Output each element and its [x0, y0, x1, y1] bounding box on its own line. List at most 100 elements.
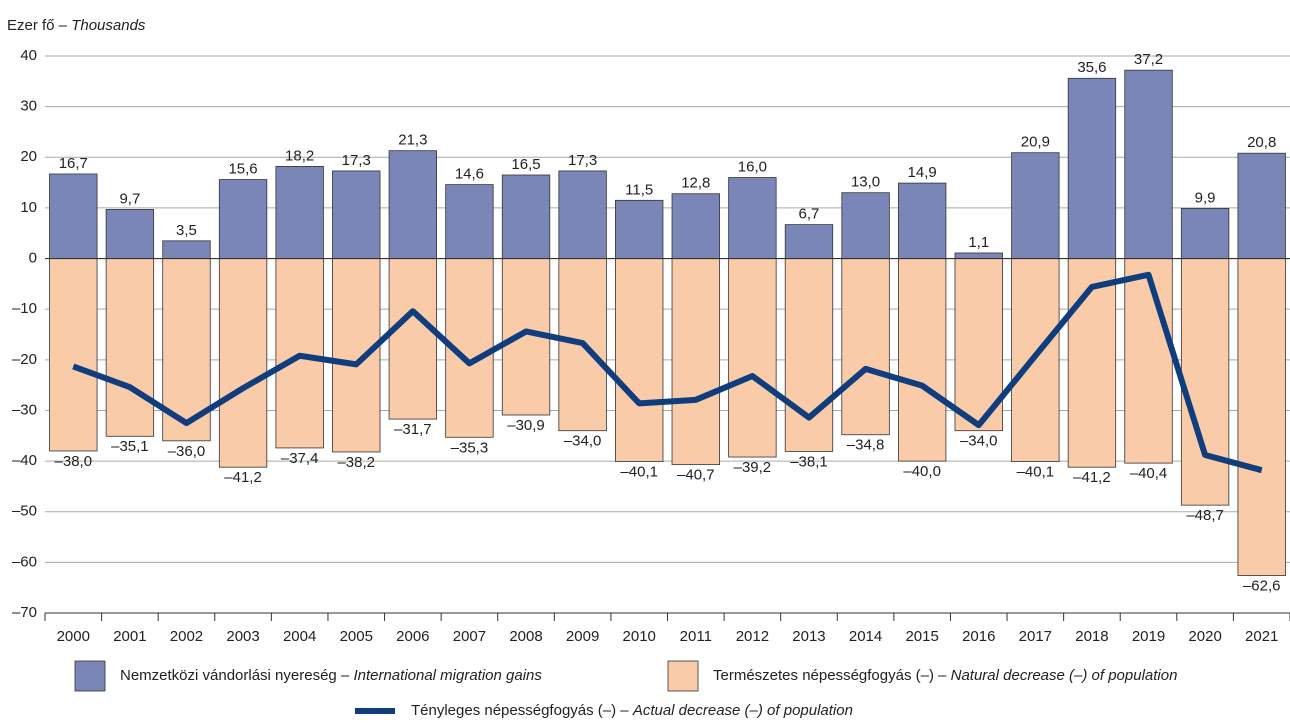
value-label: –40,1 [1017, 464, 1055, 481]
value-label: 1,1 [968, 234, 989, 251]
bar [1067, 77, 1117, 259]
y-axis-label-en: Thousands [71, 17, 146, 34]
value-label: 21,3 [398, 132, 427, 149]
y-tick-label: –40 [12, 452, 37, 469]
x-tick-label: 2018 [1075, 628, 1108, 645]
bar [1180, 208, 1230, 259]
value-label: –34,8 [847, 437, 885, 454]
value-label: –38,1 [790, 453, 828, 470]
value-label: –41,2 [224, 469, 262, 486]
bar [218, 258, 268, 468]
bar [501, 174, 551, 259]
bar [388, 150, 438, 259]
value-label: –40,7 [677, 467, 715, 484]
value-label: 17,3 [568, 152, 597, 169]
x-tick-label: 2000 [57, 628, 90, 645]
x-tick-label: 2002 [170, 628, 203, 645]
bar [728, 177, 777, 259]
value-label: 9,9 [1195, 189, 1216, 206]
bar [1237, 152, 1286, 259]
bar [49, 173, 98, 259]
x-tick-label: 2008 [509, 628, 542, 645]
bar [897, 182, 947, 259]
y-tick-label: –30 [12, 401, 37, 418]
bar [162, 240, 211, 259]
x-tick-label: 2011 [680, 628, 712, 645]
value-label: –38,0 [55, 453, 93, 470]
bar [275, 165, 324, 259]
bar [1067, 258, 1117, 468]
value-label: –31,7 [394, 421, 432, 438]
x-tick-label: 2012 [736, 628, 769, 645]
y-tick-label: 40 [20, 47, 37, 64]
value-label: –39,2 [734, 459, 772, 476]
line [72, 271, 1263, 474]
x-tick-label: 2007 [453, 628, 486, 645]
y-tick-label: 30 [20, 98, 37, 115]
y-tick-label: –20 [12, 351, 37, 368]
bar [558, 170, 607, 259]
value-label: 16,7 [59, 155, 88, 172]
value-label: –34,0 [564, 433, 602, 450]
y-axis-label-hu: Ezer fő – [7, 17, 68, 34]
value-label: 16,5 [511, 156, 540, 173]
bar [784, 224, 834, 259]
bar [1180, 258, 1230, 506]
legend-label: Nemzetközi vándorlási nyereség – Interna… [120, 667, 542, 684]
bar [445, 184, 494, 259]
value-label: –37,4 [281, 450, 319, 467]
bar [728, 258, 777, 458]
bar [1124, 258, 1173, 464]
value-label: –38,2 [337, 454, 375, 471]
bar [954, 252, 1003, 259]
y-tick-label: –10 [12, 300, 37, 317]
value-label: 35,6 [1077, 59, 1106, 76]
bar [841, 258, 890, 436]
y-tick-label: 10 [20, 199, 37, 216]
value-label: –62,6 [1243, 577, 1281, 594]
value-label: –36,0 [168, 443, 206, 460]
legend-swatch [74, 660, 106, 692]
value-label: 17,3 [342, 152, 371, 169]
value-label: –35,3 [451, 439, 489, 456]
x-tick-label: 2006 [396, 628, 429, 645]
value-label: 14,6 [455, 166, 484, 183]
value-label: –40,4 [1130, 465, 1168, 482]
bar [615, 258, 664, 462]
x-tick-label: 2010 [623, 628, 656, 645]
value-label: 12,8 [681, 175, 710, 192]
bar [671, 193, 720, 259]
bar [218, 179, 268, 259]
y-axis-label: Ezer fő – Thousands [7, 17, 146, 34]
legend-label-en: International migration gains [353, 667, 542, 684]
y-tick-label: 0 [29, 250, 37, 267]
bar [784, 258, 834, 452]
value-label: 13,0 [851, 174, 880, 191]
value-label: 18,2 [285, 147, 314, 164]
bar [615, 199, 664, 259]
value-label: –41,2 [1073, 469, 1111, 486]
x-tick-label: 2013 [792, 628, 825, 645]
value-label: 11,5 [625, 181, 653, 198]
legend-label-hu: Tényleges népességfogyás (–) – [411, 702, 629, 719]
bar [1011, 152, 1060, 259]
x-tick-label: 2004 [283, 628, 316, 645]
x-tick-label: 2020 [1188, 628, 1221, 645]
value-label: –34,0 [960, 433, 998, 450]
value-label: –35,1 [111, 438, 149, 455]
x-tick-label: 2014 [849, 628, 882, 645]
legend-swatch [667, 660, 699, 692]
legend-label-en: Natural decrease (–) of population [951, 667, 1178, 684]
bar [1124, 69, 1173, 259]
bar [388, 258, 438, 420]
legend-label-hu: Nemzetközi vándorlási nyereség – [120, 667, 350, 684]
bar [841, 192, 890, 259]
bars [49, 69, 1286, 576]
value-label: 15,6 [228, 161, 257, 178]
value-label: –40,0 [903, 463, 941, 480]
value-label: 16,0 [738, 158, 767, 175]
bar [332, 170, 381, 259]
legend-label: Természetes népességfogyás (–) – Natural… [713, 667, 1177, 684]
value-label: 6,7 [799, 206, 820, 223]
